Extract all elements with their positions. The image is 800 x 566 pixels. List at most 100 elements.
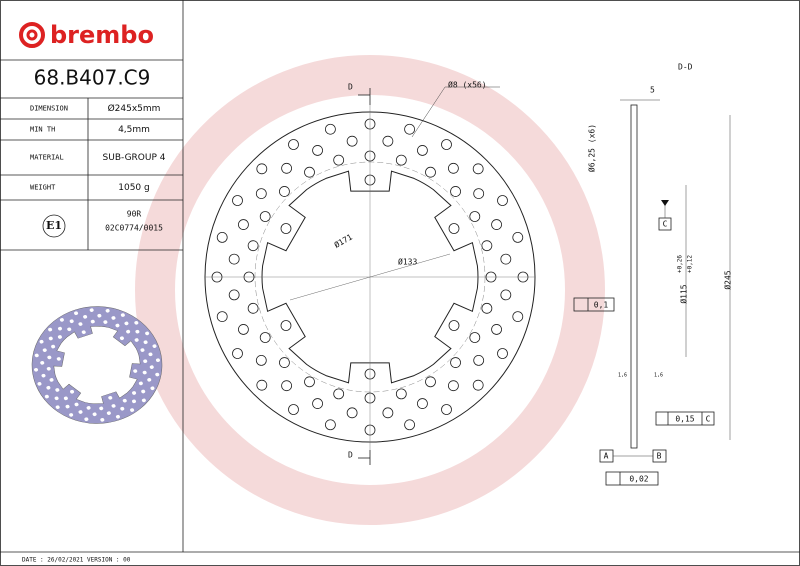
hole — [216, 311, 228, 322]
hole — [325, 123, 336, 135]
hole — [228, 253, 240, 265]
hole — [132, 391, 137, 395]
spec-label: WEIGHT — [30, 184, 56, 192]
hole — [130, 408, 135, 412]
spec-label: MATERIAL — [30, 154, 64, 162]
hole — [395, 388, 407, 400]
section-mark: D — [348, 83, 353, 92]
dim-tol: +0,12 — [687, 255, 694, 273]
hole — [512, 311, 524, 322]
hole — [135, 329, 140, 334]
hole — [425, 166, 436, 178]
hole — [103, 320, 108, 324]
hole — [395, 154, 407, 166]
dim-label: 5 — [650, 86, 655, 95]
section-title: D-D — [678, 63, 693, 72]
hole — [346, 407, 358, 419]
datum-ref: C — [706, 415, 711, 424]
hole — [255, 355, 267, 366]
hole — [417, 398, 428, 409]
hole — [288, 404, 299, 415]
hole — [497, 195, 508, 206]
hole — [441, 404, 452, 415]
spec-value: Ø245x5mm — [108, 103, 161, 114]
hole — [132, 399, 137, 404]
bolt-hole — [133, 369, 138, 373]
bolt-hole — [280, 320, 292, 331]
bolt-hole — [280, 223, 292, 234]
hole — [69, 319, 74, 324]
roughness: 1,6 — [618, 373, 627, 379]
hole — [441, 139, 452, 150]
hole — [155, 372, 160, 377]
hole — [346, 135, 358, 147]
hole — [115, 414, 120, 419]
hole — [150, 386, 155, 391]
hole — [425, 376, 436, 388]
hole — [500, 289, 512, 301]
hole — [34, 353, 39, 358]
hole — [42, 348, 47, 352]
logo-text: brembo — [50, 21, 154, 49]
hole — [39, 339, 44, 344]
hole — [97, 313, 102, 318]
bolt-hole — [108, 396, 113, 400]
dim-line — [289, 253, 451, 301]
hole — [100, 418, 105, 422]
tol-value: 0,15 — [675, 415, 694, 424]
hole — [448, 380, 459, 392]
hole — [304, 376, 315, 388]
dim-label: Ø6,25 (x6) — [587, 124, 597, 172]
hole — [500, 253, 512, 265]
hole — [69, 413, 74, 417]
hole — [448, 162, 459, 174]
hole — [491, 324, 502, 335]
hole — [65, 404, 70, 409]
spec-value: 4,5mm — [118, 125, 150, 135]
tol-value: 0,02 — [629, 475, 648, 484]
hole — [238, 219, 249, 230]
homologation-line: 90R — [127, 210, 142, 219]
hole — [232, 348, 243, 359]
drawing-labels: D D Ø8 (x56) Ø171 Ø133 — [332, 80, 500, 465]
hole — [99, 406, 104, 411]
hole — [382, 135, 394, 147]
hole — [49, 378, 54, 382]
tol-value: 0,1 — [594, 301, 609, 310]
hole — [281, 380, 292, 392]
hole — [473, 188, 485, 199]
hole — [74, 311, 79, 316]
hole — [145, 331, 150, 336]
hole — [247, 302, 259, 314]
hole — [143, 359, 148, 364]
hole — [152, 344, 157, 348]
dim-label: Ø245 — [723, 270, 733, 289]
hole — [141, 398, 146, 403]
hole — [256, 379, 268, 391]
hole — [86, 406, 91, 410]
hole — [47, 355, 52, 360]
hole — [481, 240, 493, 252]
hole — [78, 322, 83, 326]
hole — [491, 219, 502, 230]
hub-cutout — [53, 326, 141, 404]
dim-label: Ø115 — [679, 284, 689, 303]
hole — [312, 398, 323, 409]
roughness: 1,6 — [654, 373, 663, 379]
homologation-line: 02C0774/0015 — [105, 224, 163, 233]
hole — [333, 154, 345, 166]
hole — [472, 379, 484, 391]
footer: DATE : 26/02/2021 VERSION : 00 — [22, 557, 131, 564]
hole — [259, 332, 271, 343]
homologation-mark: E1 — [46, 219, 62, 232]
hole — [279, 186, 290, 197]
hole — [143, 340, 148, 345]
section-view: D-D 5 Ø6,25 (x6) C Ø115 +0,26 +0,12 Ø245… — [573, 63, 733, 486]
hole — [84, 417, 89, 422]
hole — [48, 336, 53, 341]
hole — [115, 323, 120, 328]
hole — [417, 145, 428, 156]
hole — [41, 373, 46, 378]
hole — [122, 398, 127, 403]
